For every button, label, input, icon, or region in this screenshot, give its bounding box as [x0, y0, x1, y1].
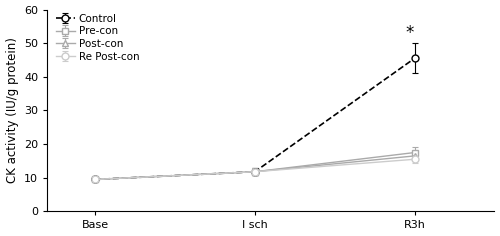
Text: *: *	[406, 24, 414, 42]
Y-axis label: CK activity (IU/g protein): CK activity (IU/g protein)	[6, 38, 18, 183]
Legend: Control, Pre-con, Post-con, Re Post-con: Control, Pre-con, Post-con, Re Post-con	[54, 12, 142, 64]
